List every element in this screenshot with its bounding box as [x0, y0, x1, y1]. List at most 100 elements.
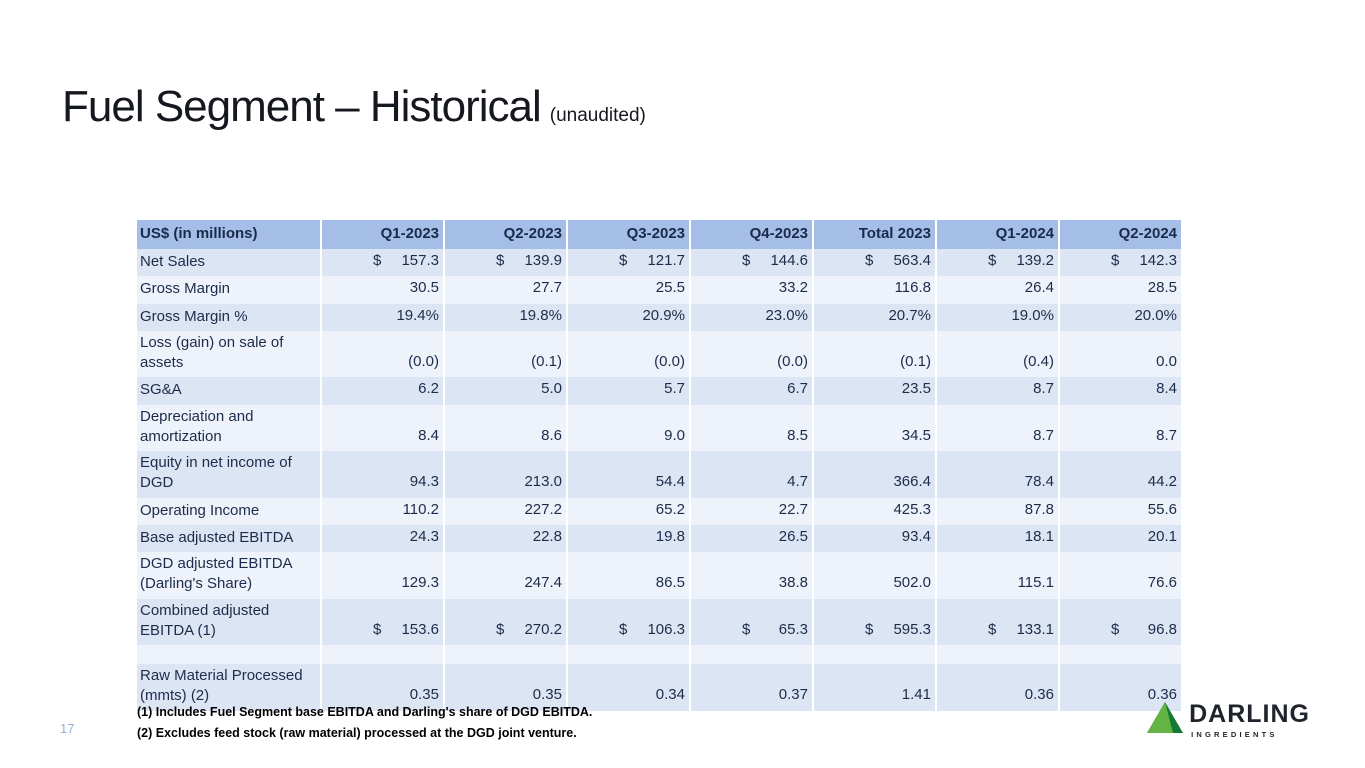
dollar-sign: $ [988, 252, 997, 269]
cell-value: 5.7 [566, 377, 689, 405]
column-header: Q4-2023 [689, 220, 812, 249]
cell-value: 20.0% [1058, 303, 1181, 331]
cell-value: 8.4 [1058, 377, 1181, 405]
fuel-segment-historical-table: US$ (in millions) Q1-2023 Q2-2023 Q3-2023 Q4… [137, 220, 1181, 711]
row-label: Gross Margin % [140, 307, 248, 325]
dollar-value: $153.6 [373, 620, 439, 640]
cell-value: 20.1 [1058, 524, 1181, 552]
cell-number: 270.2 [524, 620, 562, 638]
cell-value: 24.3 [320, 524, 443, 552]
cell-number: 563.4 [893, 252, 931, 269]
logo-subtext: INGREDIENTS [1191, 729, 1278, 739]
cell-number: 153.6 [401, 620, 439, 638]
page-title: Fuel Segment – Historical (unaudited) [62, 82, 646, 132]
cell-value: 26.5 [689, 524, 812, 552]
dollar-sign: $ [619, 620, 628, 638]
row-label: Depreciation and amortization [140, 407, 254, 445]
footnotes: (1) Includes Fuel Segment base EBITDA an… [137, 702, 592, 744]
cell-value [566, 645, 689, 664]
title-unaudited-note: (unaudited) [549, 105, 646, 126]
cell-value: 0.37 [689, 664, 812, 711]
table-row: Net Sales $157.3 $139.9 $121.7 $144.6 $563.4 $… [137, 249, 1181, 277]
column-header: Q1-2024 [935, 220, 1058, 249]
cell-value: 8.6 [443, 404, 566, 451]
table-row: Loss (gain) on sale of assets (0.0) (0.1)(… [137, 330, 1181, 378]
row-label: Base adjusted EBITDA [140, 528, 294, 546]
cell-value: 502.0 [812, 552, 935, 599]
cell-number: 139.9 [524, 252, 562, 269]
cell-number: 121.7 [647, 252, 685, 269]
dollar-sign: $ [496, 252, 505, 269]
cell-value: 0.0 [1058, 330, 1181, 378]
dollar-sign: $ [865, 252, 874, 269]
cell-value: 8.7 [935, 377, 1058, 405]
cell-value: 0.36 [935, 664, 1058, 711]
cell-value: 6.7 [689, 377, 812, 405]
table-row: Depreciation and amortization 8.4 8.6 9.0 8.… [137, 404, 1181, 451]
dollar-value: $139.9 [496, 251, 562, 271]
dollar-value: $563.4 [865, 251, 931, 271]
cell-number: 157.3 [401, 252, 439, 269]
page-number: 17 [60, 721, 75, 736]
row-label: Net Sales [140, 253, 206, 270]
column-header: Q2-2024 [1058, 220, 1181, 249]
table-header-row: US$ (in millions) Q1-2023 Q2-2023 Q3-2023 Q4… [137, 220, 1181, 249]
cell-value: 65.2 [566, 497, 689, 525]
cell-value: $96.8 [1058, 598, 1181, 645]
cell-value: $139.2 [935, 249, 1058, 277]
cell-number: 142.3 [1139, 252, 1177, 269]
cell-value [443, 645, 566, 664]
cell-value: 27.7 [443, 276, 566, 304]
column-header: Q1-2023 [320, 220, 443, 249]
cell-value: 78.4 [935, 451, 1058, 498]
cell-value: 213.0 [443, 451, 566, 498]
cell-value: $563.4 [812, 249, 935, 277]
dollar-sign: $ [865, 620, 874, 638]
cell-value: 30.5 [320, 276, 443, 304]
table-row: Combined adjusted EBITDA (1) $153.6 $270.2… [137, 598, 1181, 645]
cell-value: 19.0% [935, 303, 1058, 331]
cell-value: 19.8 [566, 524, 689, 552]
cell-number: 144.6 [770, 252, 808, 269]
footnote-2: (2) Excludes feed stock (raw material) p… [137, 726, 577, 740]
mountain-logo-icon [1146, 701, 1184, 739]
table-row: SG&A 6.2 5.0 5.7 6.7 23.5 8.7 8.4 [137, 377, 1181, 405]
dollar-sign: $ [742, 620, 751, 638]
cell-number: 595.3 [893, 620, 931, 638]
cell-value: 55.6 [1058, 497, 1181, 525]
cell-value: 8.7 [935, 404, 1058, 451]
cell-value: 23.5 [812, 377, 935, 405]
table-row: Gross Margin % 19.4% 19.8% 20.9% 23.0% 20.7% 1… [137, 303, 1181, 331]
dollar-value: $133.1 [988, 620, 1054, 640]
cell-value: 22.8 [443, 524, 566, 552]
dollar-value: $270.2 [496, 620, 562, 640]
cell-value: 34.5 [812, 404, 935, 451]
dollar-value: $65.3 [742, 620, 808, 640]
cell-number: 139.2 [1016, 252, 1054, 269]
dollar-sign: $ [742, 252, 751, 269]
cell-value: (0.0) [566, 330, 689, 378]
logo-name: DARLING [1189, 699, 1310, 728]
cell-value: 25.5 [566, 276, 689, 304]
cell-value: $133.1 [935, 598, 1058, 645]
cell-value: (0.0) [689, 330, 812, 378]
row-label: SG&A [140, 381, 182, 399]
cell-value: $153.6 [320, 598, 443, 645]
cell-value: 366.4 [812, 451, 935, 498]
cell-value: (0.0) [320, 330, 443, 378]
cell-value: (0.4) [935, 330, 1058, 378]
dollar-value: $157.3 [373, 251, 439, 271]
dollar-sign: $ [373, 252, 382, 269]
column-header: Total 2023 [812, 220, 935, 249]
cell-number: 133.1 [1016, 620, 1054, 638]
cell-value: 0.36 [1058, 664, 1181, 711]
cell-value [689, 645, 812, 664]
cell-value: (0.1) [443, 330, 566, 378]
dollar-value: $106.3 [619, 620, 685, 640]
title-text: Fuel Segment – Historical [62, 82, 542, 131]
cell-value: $270.2 [443, 598, 566, 645]
cell-value: 26.4 [935, 276, 1058, 304]
dollar-sign: $ [373, 620, 382, 638]
cell-value: 8.5 [689, 404, 812, 451]
row-label: Gross Margin [140, 280, 231, 298]
